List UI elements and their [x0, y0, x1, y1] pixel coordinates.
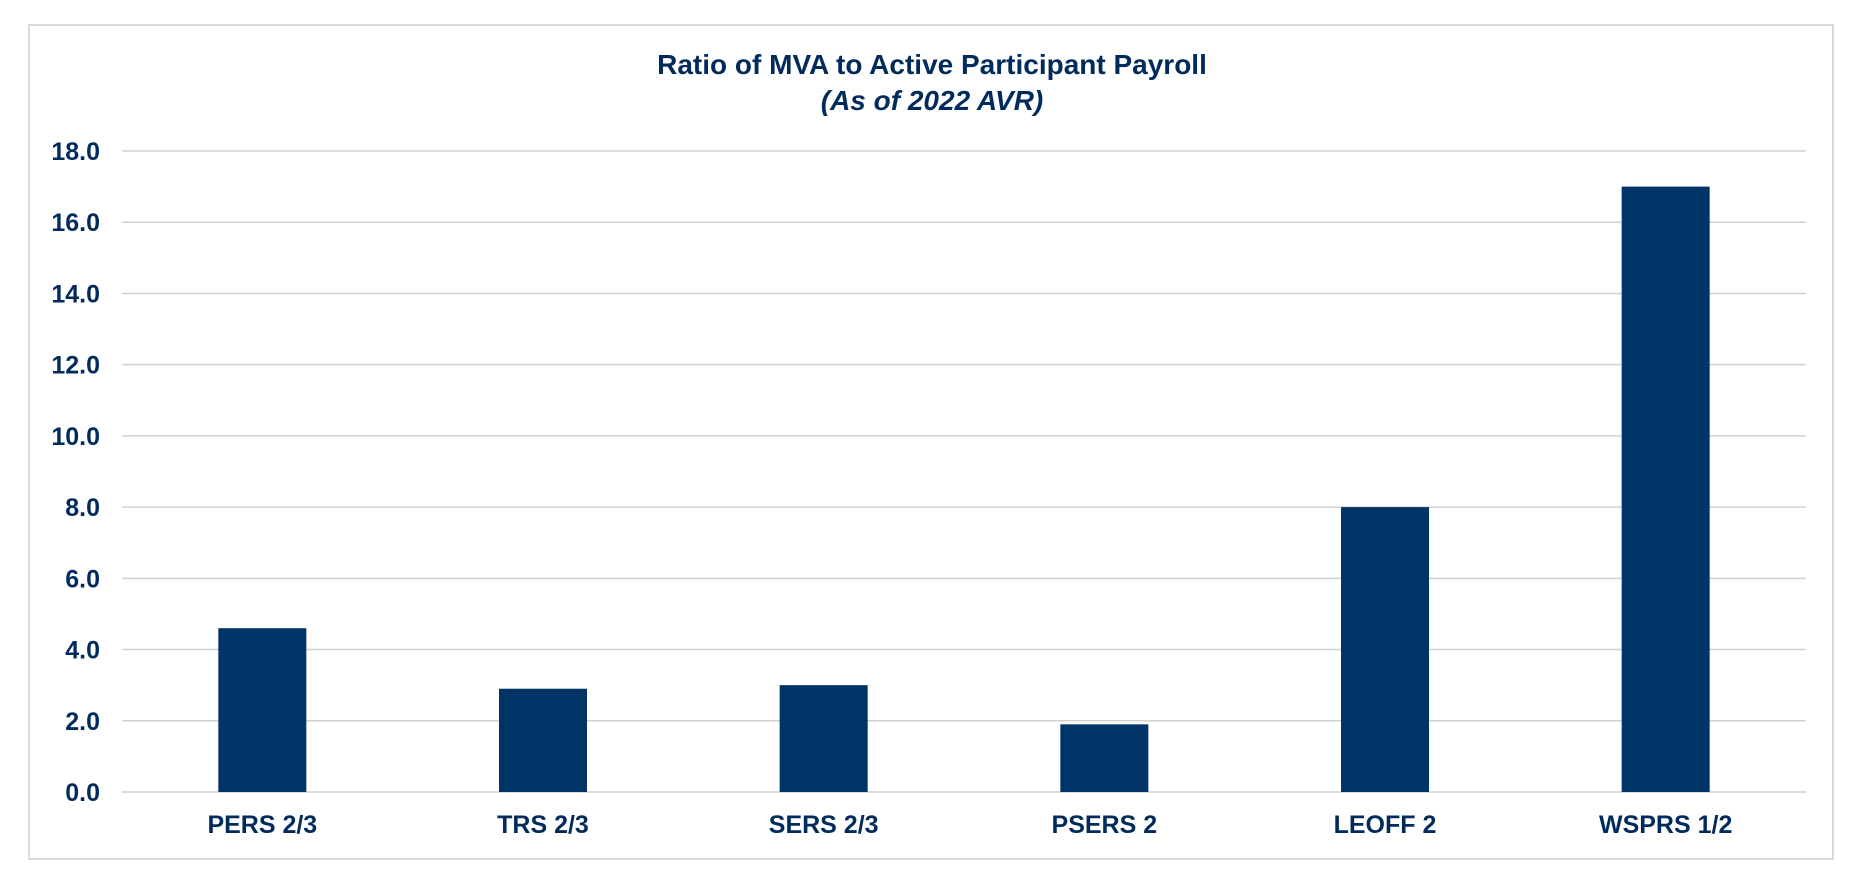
- bar-trs-2-3: [499, 688, 587, 792]
- x-tick-label: PSERS 2: [1052, 811, 1158, 839]
- x-tick-label: TRS 2/3: [497, 811, 589, 839]
- y-tick-label: 0.0: [65, 779, 100, 807]
- y-tick-label: 4.0: [65, 637, 100, 665]
- x-tick-label: PERS 2/3: [207, 811, 317, 839]
- bar-sers-2-3: [779, 685, 868, 792]
- chart-subtitle: (As of 2022 AVR): [820, 85, 1044, 116]
- x-tick-label: SERS 2/3: [769, 811, 879, 839]
- bar-psers-2: [1060, 724, 1149, 792]
- y-tick-label: 6.0: [65, 565, 100, 593]
- bar-pers-2-3: [218, 628, 307, 792]
- x-tick-label: WSPRS 1/2: [1599, 811, 1732, 839]
- bars: [218, 186, 1710, 793]
- bar-leoff-2: [1341, 507, 1429, 792]
- y-tick-label: 18.0: [51, 138, 100, 166]
- x-tick-label: LEOFF 2: [1334, 811, 1437, 839]
- chart-title: Ratio of MVA to Active Participant Payro…: [657, 49, 1207, 80]
- x-axis-ticks: PERS 2/3 TRS 2/3 SERS 2/3 PSERS 2 LEOFF 2 WSP…: [207, 811, 1732, 839]
- bar-wsprs-1-2: [1621, 186, 1710, 793]
- y-tick-label: 10.0: [51, 423, 100, 451]
- y-tick-label: 14.0: [51, 280, 100, 308]
- y-tick-label: 8.0: [65, 494, 100, 522]
- y-tick-label: 12.0: [51, 352, 100, 380]
- y-tick-label: 2.0: [65, 708, 100, 736]
- y-tick-label: 16.0: [51, 209, 100, 237]
- gridlines: [122, 150, 1806, 793]
- y-axis-ticks: 0.0 2.0 4.0 6.0 8.0 10.0 12.0 14.0 16.0 18.0: [51, 138, 100, 807]
